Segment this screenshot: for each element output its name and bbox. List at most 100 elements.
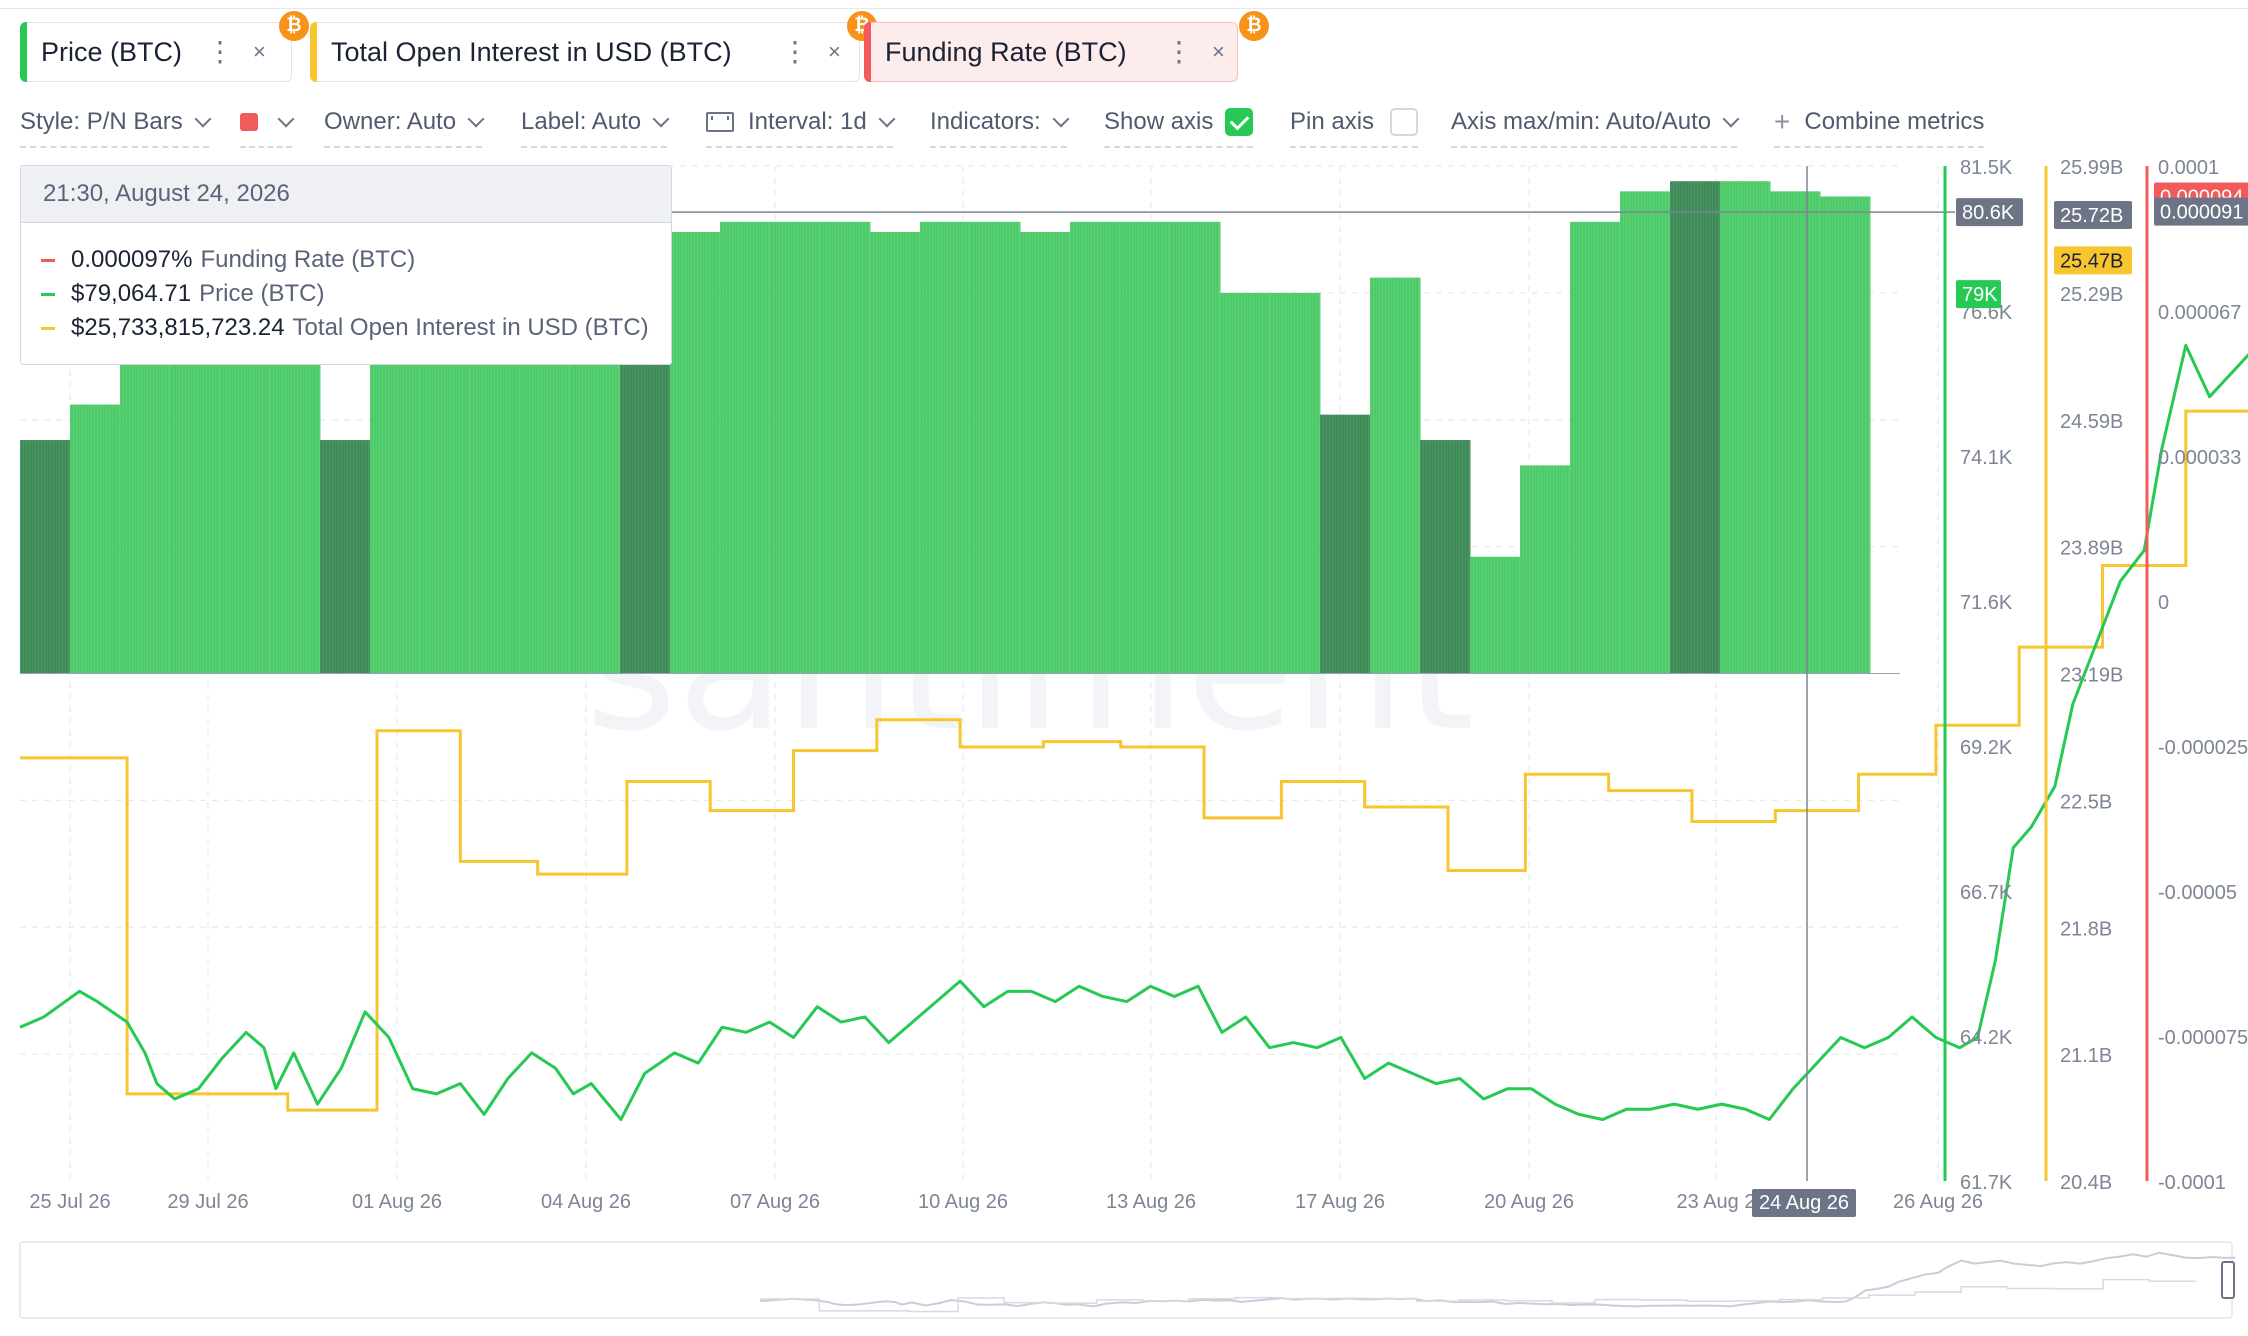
label-dropdown-label: Label: Auto	[521, 108, 642, 135]
checkbox-unchecked-icon[interactable]	[1390, 108, 1419, 136]
open-interest-axis-tick-label: 23.89B	[2060, 538, 2123, 560]
tab-menu-icon[interactable]: ⋮	[206, 36, 234, 67]
combine-metrics-button[interactable]: + Combine metrics	[1774, 104, 1985, 148]
funding-rate-axis-tick-label: -0.0001	[2158, 1172, 2226, 1194]
chevron-down-icon	[1052, 110, 1070, 128]
metric-tab-funding-rate[interactable]: Funding Rate (BTC) ⋮ × ₿	[864, 11, 1269, 82]
metric-tab-label: Funding Rate (BTC)	[885, 36, 1127, 67]
funding-bar	[70, 404, 121, 674]
tooltip-row-open-interest: $25,733,815,723.24 Total Open Interest i…	[41, 314, 649, 342]
open-interest-axis-badge-label: 25.72B	[2060, 205, 2123, 227]
tooltip-row-price: $79,064.71 Price (BTC)	[41, 280, 324, 308]
hover-tooltip: 21:30, August 24, 2026 0.000097% Funding…	[20, 165, 672, 365]
chevron-down-icon	[652, 110, 670, 128]
funding-bar	[670, 231, 721, 674]
tab-menu-icon[interactable]: ⋮	[781, 36, 809, 67]
tab-menu-icon[interactable]: ⋮	[1165, 36, 1193, 67]
funding-rate-axis-tick-label: -0.00005	[2158, 882, 2237, 904]
metric-tab-label: Total Open Interest in USD (BTC)	[331, 36, 732, 67]
x-tick-label: 07 Aug 26	[730, 1191, 820, 1213]
indicators-dropdown[interactable]: Indicators:	[930, 104, 1070, 148]
funding-bar	[720, 221, 771, 674]
bitcoin-icon: ₿	[1239, 11, 1269, 41]
chevron-down-icon	[467, 110, 485, 128]
open-interest-axis-badge	[2054, 201, 2132, 230]
funding-bar	[1320, 414, 1371, 674]
interval-dropdown-label: Interval: 1d	[748, 108, 867, 135]
funding-bar	[1170, 221, 1221, 674]
open-interest-axis-tick-label: 23.19B	[2060, 665, 2123, 687]
color-picker[interactable]	[240, 104, 295, 148]
bitcoin-icon: ₿	[279, 11, 309, 41]
legend-dash	[41, 292, 55, 296]
x-tick-label: 20 Aug 26	[1484, 1191, 1574, 1213]
interval-dropdown[interactable]: Interval: 1d	[706, 104, 896, 148]
legend-dash	[41, 258, 55, 262]
navigator-handle	[2221, 1261, 2235, 1299]
funding-bar	[20, 440, 71, 674]
x-tick-label: 23 Aug 2	[1677, 1191, 1756, 1213]
funding-bar	[1370, 277, 1421, 674]
price-series	[19, 343, 2248, 1121]
range-navigator[interactable]	[19, 1241, 2236, 1319]
tooltip-metric-name: Funding Rate (BTC)	[200, 246, 416, 273]
owner-dropdown-label: Owner: Auto	[324, 108, 457, 135]
open-interest-axis-tick-label: 25.29B	[2060, 284, 2123, 306]
funding-rate-axis-tick-label: -0.000075	[2158, 1027, 2248, 1049]
funding-rate-axis-tick-label: 0	[2158, 592, 2169, 614]
style-dropdown-label: Style: P/N Bars	[20, 108, 183, 135]
owner-dropdown[interactable]: Owner: Auto	[324, 104, 485, 148]
x-tick-label: 13 Aug 26	[1106, 1191, 1196, 1213]
navigator-price-line	[759, 1251, 2236, 1308]
metric-color-stripe	[20, 22, 27, 82]
open-interest-axis-badge	[2054, 246, 2132, 275]
navigator-oi-line	[760, 1278, 2197, 1313]
funding-rate-axis-tick-label: 0.000033	[2158, 447, 2241, 469]
funding-bar	[320, 440, 371, 674]
x-tick-label: 26 Aug 26	[1893, 1191, 1983, 1213]
open-interest-axis-tick-label: 21.1B	[2060, 1045, 2112, 1067]
funding-rate-axis-tick-label: -0.000025	[2158, 737, 2248, 759]
metric-tab-open-interest[interactable]: Total Open Interest in USD (BTC) ⋮ × ₿	[310, 11, 877, 82]
funding-bar	[770, 221, 821, 674]
style-dropdown[interactable]: Style: P/N Bars	[20, 104, 212, 148]
funding-bar	[1670, 181, 1721, 674]
indicators-dropdown-label: Indicators:	[930, 108, 1041, 135]
open-interest-axis-tick-label: 25.99B	[2060, 157, 2123, 179]
x-tick-label: 29 Jul 26	[167, 1191, 248, 1213]
price-axis-badge-label: 80.6K	[1962, 202, 2015, 224]
close-icon[interactable]: ×	[1212, 39, 1225, 64]
price-axis-tick-label: 64.2K	[1960, 1027, 2013, 1049]
price-axis-tick-label: 69.2K	[1960, 737, 2013, 759]
show-axis-toggle[interactable]: Show axis	[1104, 104, 1254, 148]
x-axis: 25 Jul 26 29 Jul 26 01 Aug 26 04 Aug 26 07 A…	[29, 1189, 1983, 1217]
price-axis-tick-label: 81.5K	[1960, 157, 2013, 179]
plus-icon: +	[1774, 106, 1791, 137]
close-icon[interactable]: ×	[828, 39, 841, 64]
price-axis-badge	[1956, 280, 2001, 309]
funding-bar	[1270, 292, 1321, 674]
checkbox-checked-icon[interactable]	[1225, 108, 1254, 136]
label-dropdown[interactable]: Label: Auto	[521, 104, 670, 148]
price-axis-tick-label: 71.6K	[1960, 592, 2013, 614]
funding-bar	[1470, 556, 1521, 674]
funding-bar	[1070, 221, 1121, 674]
funding-bar	[1520, 465, 1571, 674]
price-axis-tick-label: 74.1K	[1960, 447, 2013, 469]
y-axes: 81.5K76.6K74.1K71.6K69.2K66.7K64.2K61.7K…	[1943, 157, 2248, 1194]
funding-bar	[1820, 196, 1871, 674]
x-tick-label: 04 Aug 26	[541, 1191, 631, 1213]
metric-tab-price[interactable]: Price (BTC) ⋮ × ₿	[20, 11, 309, 82]
x-cursor-badge-label: 24 Aug 26	[1759, 1192, 1849, 1214]
axis-maxmin-dropdown[interactable]: Axis max/min: Auto/Auto	[1451, 104, 1740, 148]
tooltip-row-funding-rate: 0.000097% Funding Rate (BTC)	[41, 246, 415, 274]
tooltip-metric-name: Total Open Interest in USD (BTC)	[292, 314, 649, 341]
price-axis-tick-label: 66.7K	[1960, 882, 2013, 904]
metric-color-stripe	[864, 22, 871, 82]
pin-axis-toggle[interactable]: Pin axis	[1290, 104, 1419, 148]
chevron-down-icon	[194, 110, 212, 128]
funding-bar	[920, 221, 971, 674]
close-icon[interactable]: ×	[253, 39, 266, 64]
calendar-icon	[706, 112, 734, 132]
funding-rate-axis-tick-label: 0.000067	[2158, 302, 2241, 324]
